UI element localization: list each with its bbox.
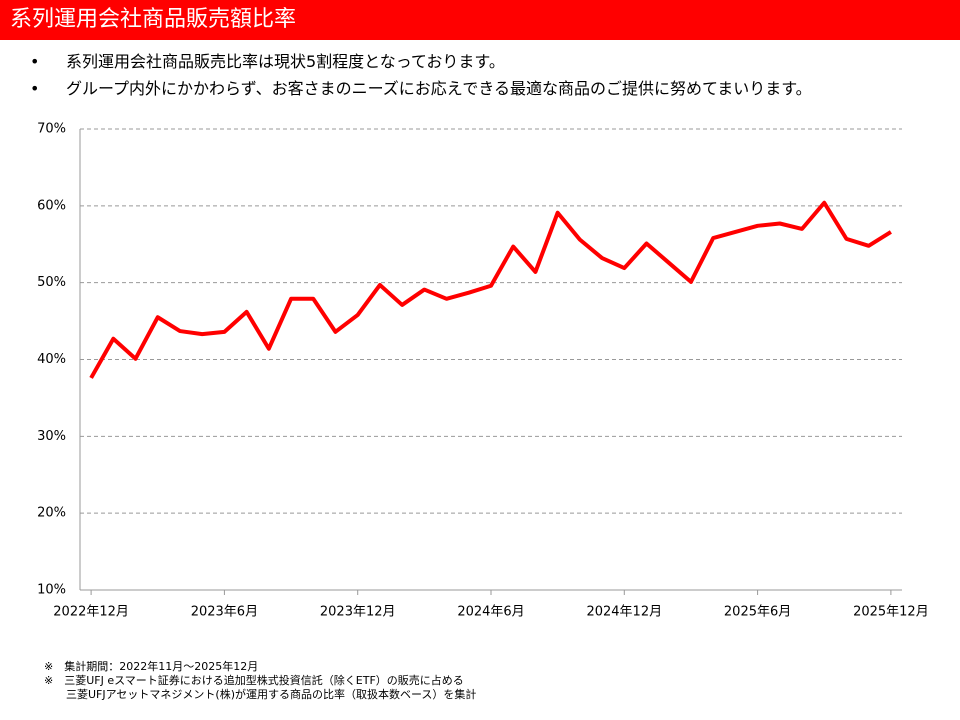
- bullet-list: 系列運用会社商品販売比率は現状5割程度となっております。 グループ内外にかかわら…: [30, 48, 812, 102]
- x-tick-label: 2022年12月: [53, 605, 129, 620]
- x-tick-label: 2023年12月: [320, 605, 396, 620]
- y-tick-label: 20%: [37, 506, 66, 521]
- y-tick-label: 50%: [37, 275, 66, 290]
- footnote: 三菱UFJアセットマネジメント(株)が運用する商品の比率（取扱本数ベース）を集計: [44, 688, 477, 701]
- x-tick-label: 2025年6月: [724, 605, 791, 620]
- footnote: ※ 三菱UFJ eスマート証券における追加型株式投資信託（除くETF）の販売に占…: [44, 674, 464, 687]
- y-tick-label: 10%: [37, 583, 66, 598]
- y-tick-label: 60%: [37, 198, 66, 213]
- page-title: 系列運用会社商品販売額比率: [10, 7, 297, 32]
- bullet: グループ内外にかかわらず、お客さまのニーズにお応えできる最適な商品のご提供に努め…: [30, 75, 812, 102]
- data-line: [89, 200, 892, 379]
- footnote: ※ 集計期間：2022年11月～2025年12月: [44, 660, 259, 673]
- y-tick-label: 70%: [37, 122, 66, 137]
- header-bar: 系列運用会社商品販売額比率: [0, 0, 960, 40]
- y-tick-label: 40%: [37, 352, 66, 367]
- x-tick-label: 2025年12月: [853, 605, 929, 620]
- chart: 10% 20% 30% 40% 50% 60% 70% 2022年12月 2023年6月 2023…: [37, 122, 929, 620]
- x-tick-label: 2023年6月: [191, 605, 258, 620]
- x-tick-label: 2024年6月: [457, 605, 524, 620]
- y-tick-label: 30%: [37, 429, 66, 444]
- footnotes: ※ 集計期間：2022年11月～2025年12月 ※ 三菱UFJ eスマート証券…: [44, 660, 476, 702]
- x-tick-label: 2024年12月: [586, 605, 662, 620]
- bullet: 系列運用会社商品販売比率は現状5割程度となっております。: [30, 48, 812, 75]
